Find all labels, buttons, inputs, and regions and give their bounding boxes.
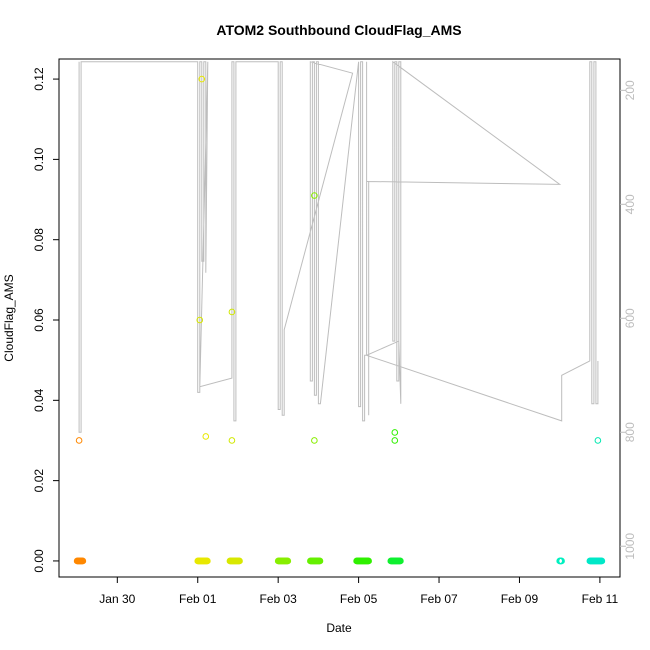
y-tick-label: 0.08 <box>32 228 46 252</box>
data-points-layer <box>73 75 606 565</box>
y-tick-label: 0.04 <box>32 388 46 412</box>
data-point <box>316 557 324 565</box>
data-point <box>236 557 243 565</box>
data-point <box>198 75 206 83</box>
data-point <box>75 437 83 444</box>
y-axis-label: CloudFlag_AMS <box>2 274 16 361</box>
x-tick-label: Feb 05 <box>340 592 378 606</box>
right-tick-label: 600 <box>623 308 637 328</box>
x-tick-label: Feb 07 <box>420 592 458 606</box>
right-tick-label: 1000 <box>623 533 637 560</box>
data-point <box>311 192 318 199</box>
data-point <box>598 557 606 565</box>
right-tick-label: 200 <box>623 80 637 100</box>
data-point <box>79 557 87 565</box>
y-tick-label: 0.12 <box>32 67 46 91</box>
data-point <box>204 557 211 565</box>
data-point <box>397 557 404 565</box>
x-tick-label: Jan 30 <box>99 592 135 606</box>
right-altitude-axis: 200 400 600 800 1000 <box>620 80 637 560</box>
x-tick-label: Feb 11 <box>582 592 619 606</box>
x-tick-label: Feb 01 <box>179 592 217 606</box>
y-tick-label: 0.06 <box>32 308 46 332</box>
chart-title: ATOM2 Southbound CloudFlag_AMS <box>216 22 461 38</box>
right-tick-label: 800 <box>623 422 637 442</box>
x-tick-label: Feb 09 <box>501 592 539 606</box>
plot-frame <box>58 58 621 578</box>
x-axis-label: Date <box>326 621 352 635</box>
right-tick-label: 400 <box>623 194 637 214</box>
data-point <box>202 433 210 440</box>
data-point <box>311 437 318 444</box>
data-point <box>228 308 236 316</box>
data-point <box>365 557 372 565</box>
data-point <box>228 437 236 444</box>
altitude-trace-layer <box>78 60 599 433</box>
data-point <box>558 557 565 565</box>
altitude-trace-line <box>78 60 599 433</box>
data-point <box>391 429 399 436</box>
data-point <box>594 437 602 444</box>
data-point <box>196 316 204 324</box>
x-axis: Jan 30 Feb 01 Feb 03 Feb 05 Feb 07 Feb 09 Feb … <box>99 577 618 606</box>
y-tick-label: 0.02 <box>32 469 46 493</box>
y-axis: 0.00 0.02 0.04 0.06 0.08 0.10 0.12 <box>32 67 59 573</box>
y-tick-label: 0.00 <box>32 549 46 573</box>
data-point <box>284 557 292 565</box>
y-tick-label: 0.10 <box>32 147 46 171</box>
x-tick-label: Feb 03 <box>259 592 297 606</box>
data-point <box>391 437 399 444</box>
